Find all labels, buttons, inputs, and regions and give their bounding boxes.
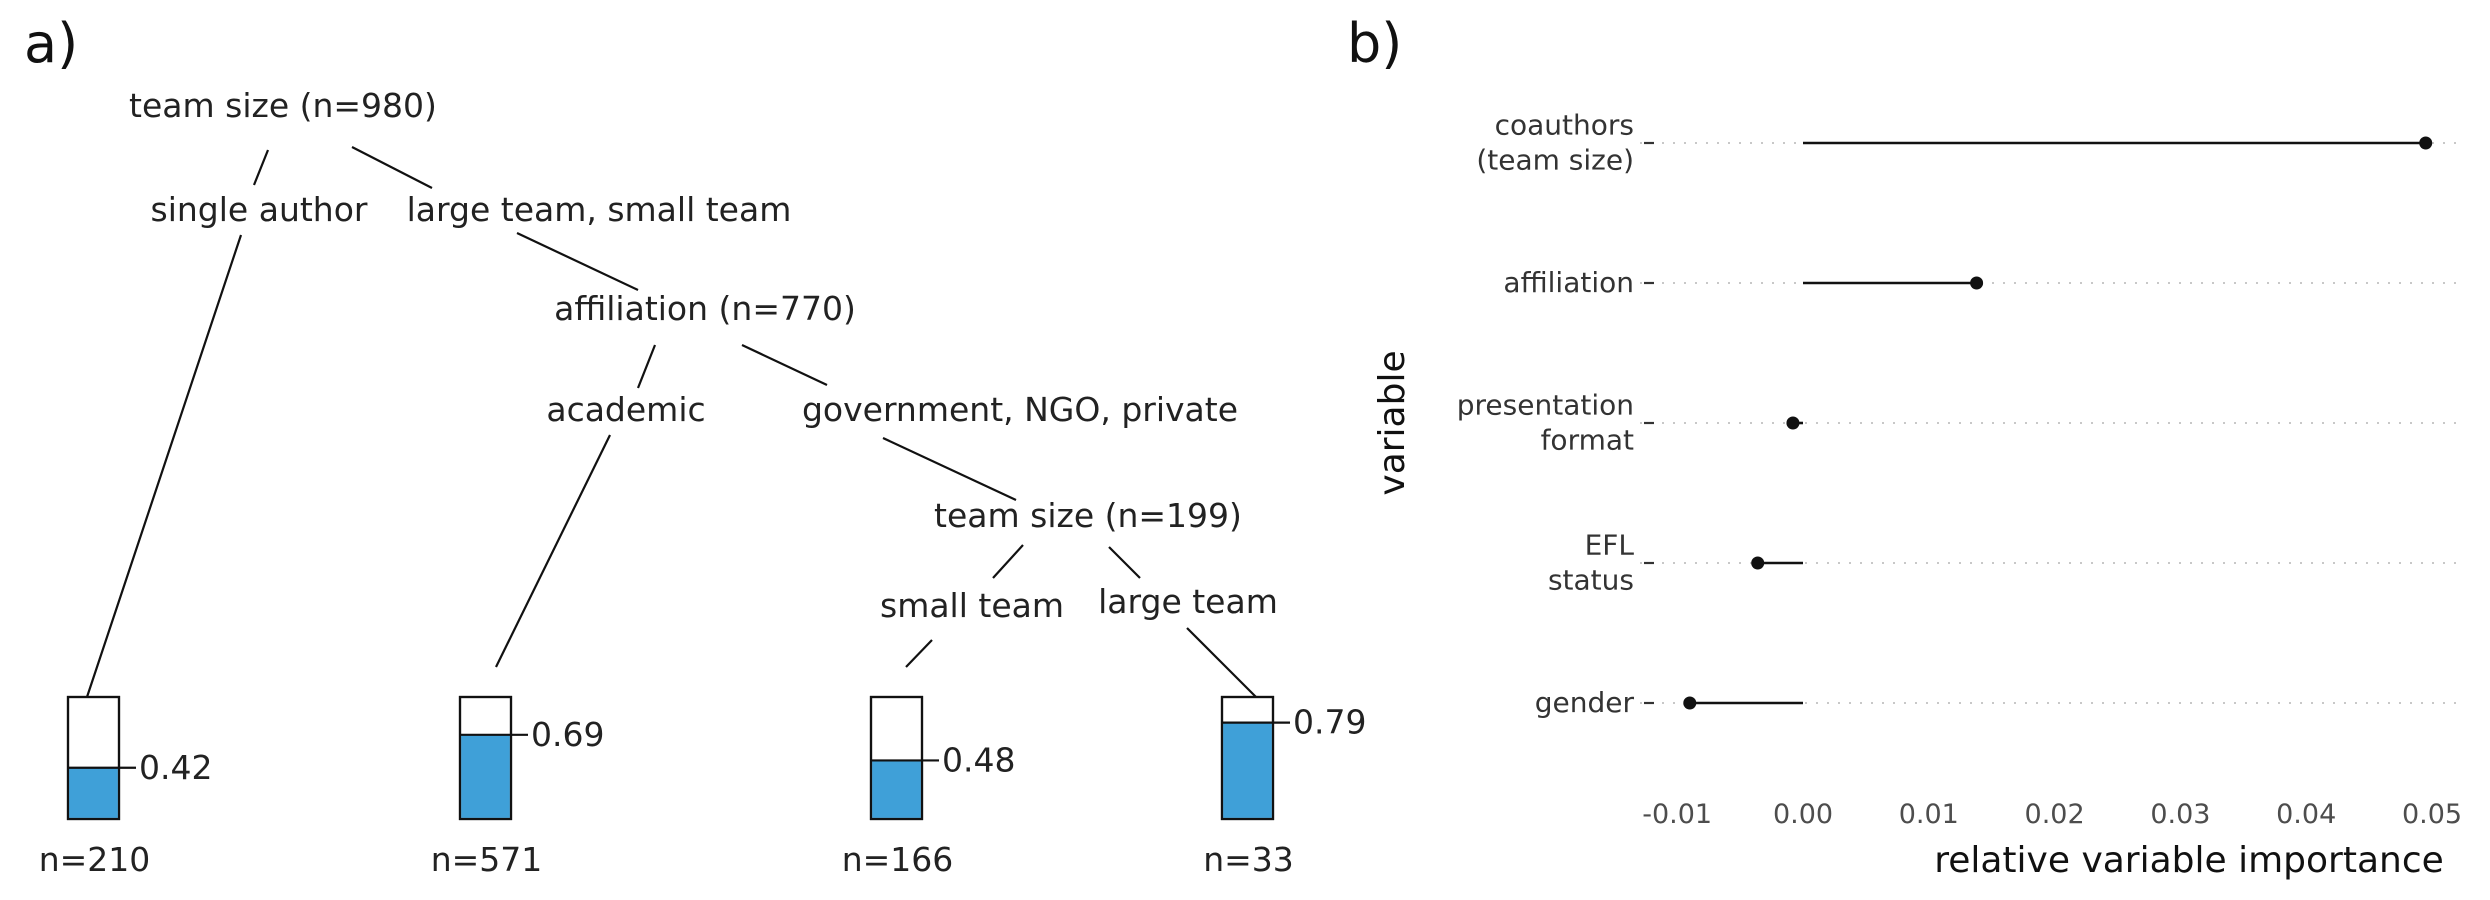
tree-edge (905, 639, 933, 668)
leaf-value-label: 0.79 (1293, 703, 1366, 742)
tree-edge (741, 344, 828, 386)
leaf-n-label: n=33 (1203, 840, 1294, 879)
lollipop-point (2419, 136, 2433, 150)
y-tick-label-line: presentation (1457, 389, 1634, 422)
panel-a-label: a) (24, 12, 78, 75)
tree-edge (992, 544, 1024, 579)
lollipop-point (1751, 556, 1765, 570)
x-tick-label: 0.05 (2402, 799, 2462, 830)
tree-edge (882, 437, 1017, 501)
x-axis-title: relative variable importance (1934, 840, 2444, 881)
leaf-n-label: n=571 (431, 840, 543, 879)
lollipop-point (1970, 276, 1984, 290)
panel-b-label: b) (1347, 12, 1402, 75)
leaf-n-label: n=210 (39, 840, 151, 879)
tree-edge-label-academic: academic (546, 390, 705, 429)
leaf-value-label: 0.48 (942, 740, 1015, 779)
y-tick-label: presentation format (1457, 389, 1634, 457)
y-tick-label-line: gender (1535, 686, 1635, 719)
tree-node-affiliation: affiliation (n=770) (554, 289, 856, 328)
x-tick-label: 0.04 (2276, 799, 2336, 830)
tree-edge-label-large-small-team: large team, small team (407, 190, 792, 229)
decision-tree: team size (n=980) affiliation (n=770) te… (39, 86, 1367, 879)
importance-plot: coauthors (team size) affiliation presentat… (1372, 109, 2465, 881)
tree-edge (1108, 546, 1141, 579)
leaf-fill (69, 767, 118, 818)
leaf-fill (1223, 722, 1272, 818)
tree-node-root: team size (n=980) (129, 86, 437, 125)
y-tick-label: coauthors (team size) (1476, 109, 1634, 177)
leaf-fill (872, 760, 921, 818)
y-tick-label-line: coauthors (1495, 109, 1634, 142)
leaf-value-label: 0.42 (139, 748, 212, 787)
x-tick-label: 0.01 (1899, 799, 1959, 830)
tree-leaves: 0.42 n=210 0.69 n=571 0.48 n=166 0.79 n=33 (39, 695, 1366, 879)
y-tick-label-line: EFL (1585, 529, 1635, 562)
y-tick-label: EFL status (1548, 529, 1634, 597)
y-axis-title: variable (1372, 350, 1413, 495)
x-tick-label: 0.00 (1773, 799, 1833, 830)
leaf-box-outline (66, 695, 121, 821)
tree-edge-label-single-author: single author (151, 190, 368, 229)
y-tick-label-line: status (1548, 564, 1634, 597)
tree-edge-label-large-team: large team (1098, 582, 1278, 621)
y-tick-label-line: (team size) (1476, 144, 1634, 177)
tree-edge (252, 149, 270, 186)
leaf-n-label: n=166 (842, 840, 954, 879)
tree-connectors (85, 146, 1257, 698)
tree-edge (85, 234, 243, 698)
leaf-box-outline (1220, 695, 1275, 821)
x-tick-label: 0.03 (2150, 799, 2210, 830)
leaf-fill (461, 734, 510, 818)
x-tick-label: -0.01 (1642, 799, 1712, 830)
leaf-box-outline (458, 695, 513, 821)
leaf-value-label: 0.69 (531, 715, 604, 754)
leaf-box-outline (869, 695, 924, 821)
tree-edge-label-government-ngo-private: government, NGO, private (802, 390, 1238, 429)
tree-edge (1186, 627, 1257, 698)
tree-node-team-size: team size (n=199) (934, 496, 1242, 535)
tree-edge (636, 344, 657, 389)
lollipop-point (1683, 696, 1697, 710)
tree-edge (495, 434, 611, 668)
y-tick-label-line: format (1541, 424, 1634, 457)
x-tick-label: 0.02 (2025, 799, 2085, 830)
tree-edge-label-small-team: small team (880, 586, 1064, 625)
y-tick-label: affiliation (1503, 266, 1634, 299)
lollipop-point (1786, 416, 1800, 430)
y-tick-label: gender (1535, 686, 1635, 719)
tree-edge (516, 232, 639, 291)
y-tick-label-line: affiliation (1503, 266, 1634, 299)
tree-edge (351, 146, 433, 189)
